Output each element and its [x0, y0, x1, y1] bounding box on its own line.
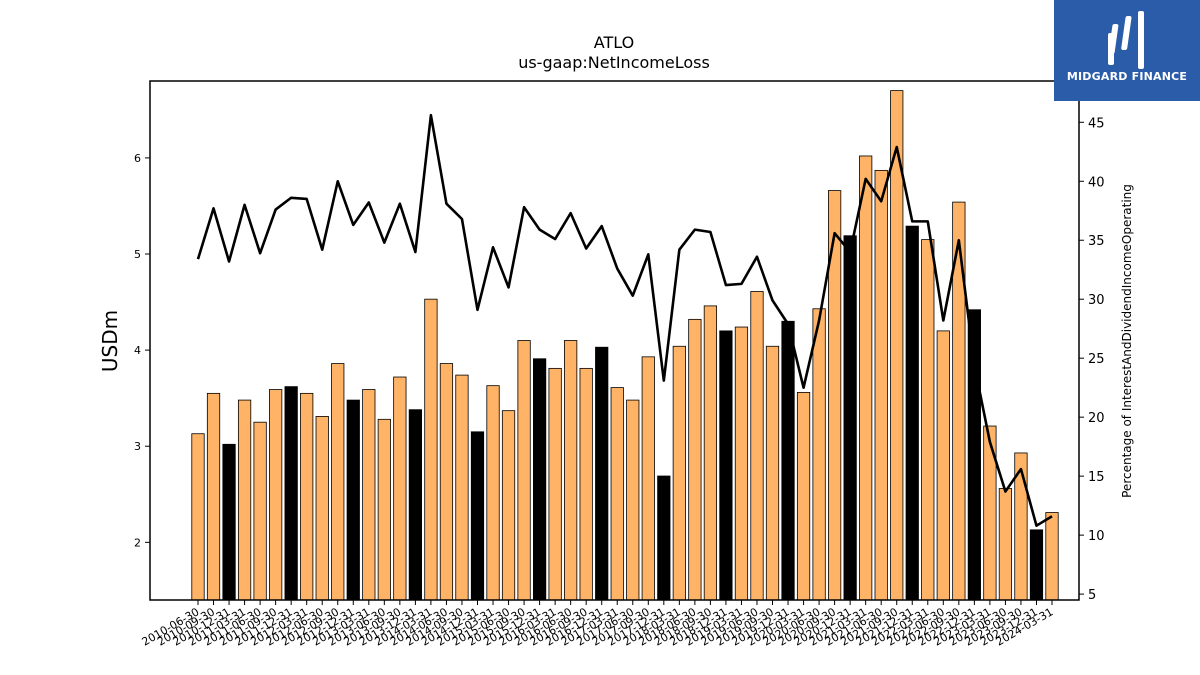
bar-2019-12-31: [781, 320, 795, 601]
left-axis-label: USDm: [98, 310, 122, 372]
bar-2021-06-30: [874, 169, 888, 601]
y-tick-label: 2: [134, 536, 141, 549]
y-tick-label: 3: [134, 440, 141, 453]
y2-tick-label: 40: [1088, 175, 1105, 190]
y2-tick-label: 15: [1088, 470, 1105, 485]
y2-tick-label: 30: [1088, 293, 1105, 308]
bar-2021-03-31: [859, 155, 873, 601]
bar-2018-03-31: [672, 345, 686, 601]
y-tick-label: 4: [134, 344, 141, 357]
bar-2014-09-30: [455, 374, 469, 601]
bar-2016-12-31: [595, 346, 609, 601]
bar-2012-12-31: [346, 399, 360, 601]
bar-2013-09-30: [393, 376, 407, 601]
x-axis-ticks: 2010-06-302010-09-302010-12-312011-03-31…: [140, 600, 1056, 649]
line-series: [196, 113, 1053, 527]
bar-2016-09-30: [579, 367, 593, 601]
bar-2018-09-30: [703, 305, 718, 601]
chart-title: ATLO: [594, 33, 634, 52]
bar-2021-12-31: [905, 225, 919, 601]
bar-2017-06-30: [626, 399, 640, 601]
bar-2015-06-30: [501, 410, 516, 601]
bar-2022-03-31: [921, 239, 935, 601]
bar-2016-06-30: [564, 340, 578, 601]
bar-2014-06-30: [439, 363, 454, 601]
brand-logo: MIDGARD FINANCE: [1054, 0, 1200, 101]
y2-tick-label: 5: [1088, 588, 1096, 603]
bar-2011-09-30: [269, 389, 283, 601]
left-axis-ticks: 2 3 4 5 6: [134, 152, 150, 549]
line-path: [196, 113, 1053, 527]
bar-2011-06-30: [253, 421, 267, 601]
y-tick-label: 5: [134, 248, 141, 261]
bar-2018-06-30: [688, 318, 702, 601]
bar-2012-09-30: [331, 363, 345, 601]
bar-2020-06-30: [812, 308, 826, 601]
bar-2023-06-30: [998, 488, 1013, 601]
bar-2017-12-31: [657, 475, 671, 601]
right-axis-ticks: 5 10 15 20 25 30 35 40 45: [1079, 116, 1105, 603]
bar-2010-06-30: [191, 433, 205, 601]
bar-2023-12-31: [1029, 529, 1044, 601]
bar-2015-12-31: [532, 358, 547, 601]
y2-tick-label: 45: [1088, 116, 1105, 131]
bar-2019-06-30: [750, 291, 764, 601]
bar-2013-06-30: [377, 418, 391, 601]
y2-tick-label: 10: [1088, 529, 1105, 544]
bar-2019-03-31: [734, 326, 749, 601]
logo-text: MIDGARD FINANCE: [1066, 70, 1188, 83]
bar-2020-12-31: [843, 235, 857, 601]
bar-2017-09-30: [641, 356, 655, 601]
logo-mark-icon: [1108, 11, 1144, 69]
bar-2022-06-30: [936, 330, 950, 601]
bar-2013-03-31: [362, 389, 376, 601]
bar-2010-12-31: [222, 443, 236, 601]
bar-2012-06-30: [315, 416, 329, 601]
y2-tick-label: 35: [1088, 234, 1105, 249]
y2-tick-label: 20: [1088, 411, 1105, 426]
y2-tick-label: 25: [1088, 352, 1105, 367]
bar-2014-03-31: [424, 298, 438, 601]
chart-subtitle: us-gaap:NetIncomeLoss: [518, 53, 710, 72]
bar-series: [191, 90, 1059, 601]
bar-2011-03-31: [237, 399, 252, 601]
bar-2015-09-30: [517, 340, 531, 601]
bar-2018-12-31: [719, 330, 733, 601]
bar-2014-12-31: [470, 431, 485, 601]
bar-2019-09-30: [765, 345, 780, 601]
y-tick-label: 6: [134, 152, 141, 165]
bar-2024-03-31: [1045, 512, 1059, 601]
bar-2013-12-31: [408, 409, 422, 601]
plot-frame: [149, 80, 1080, 601]
bar-2012-03-31: [300, 392, 314, 601]
bar-2016-03-31: [548, 367, 562, 601]
bar-2010-09-30: [206, 392, 221, 601]
right-axis-label: Percentage of InterestAndDividendIncomeO…: [1120, 184, 1134, 498]
bar-2017-03-31: [610, 387, 624, 601]
bar-2015-03-31: [486, 385, 500, 601]
bar-2020-03-31: [796, 391, 811, 601]
bar-2011-12-31: [284, 386, 298, 601]
bar-2022-12-31: [967, 309, 981, 601]
